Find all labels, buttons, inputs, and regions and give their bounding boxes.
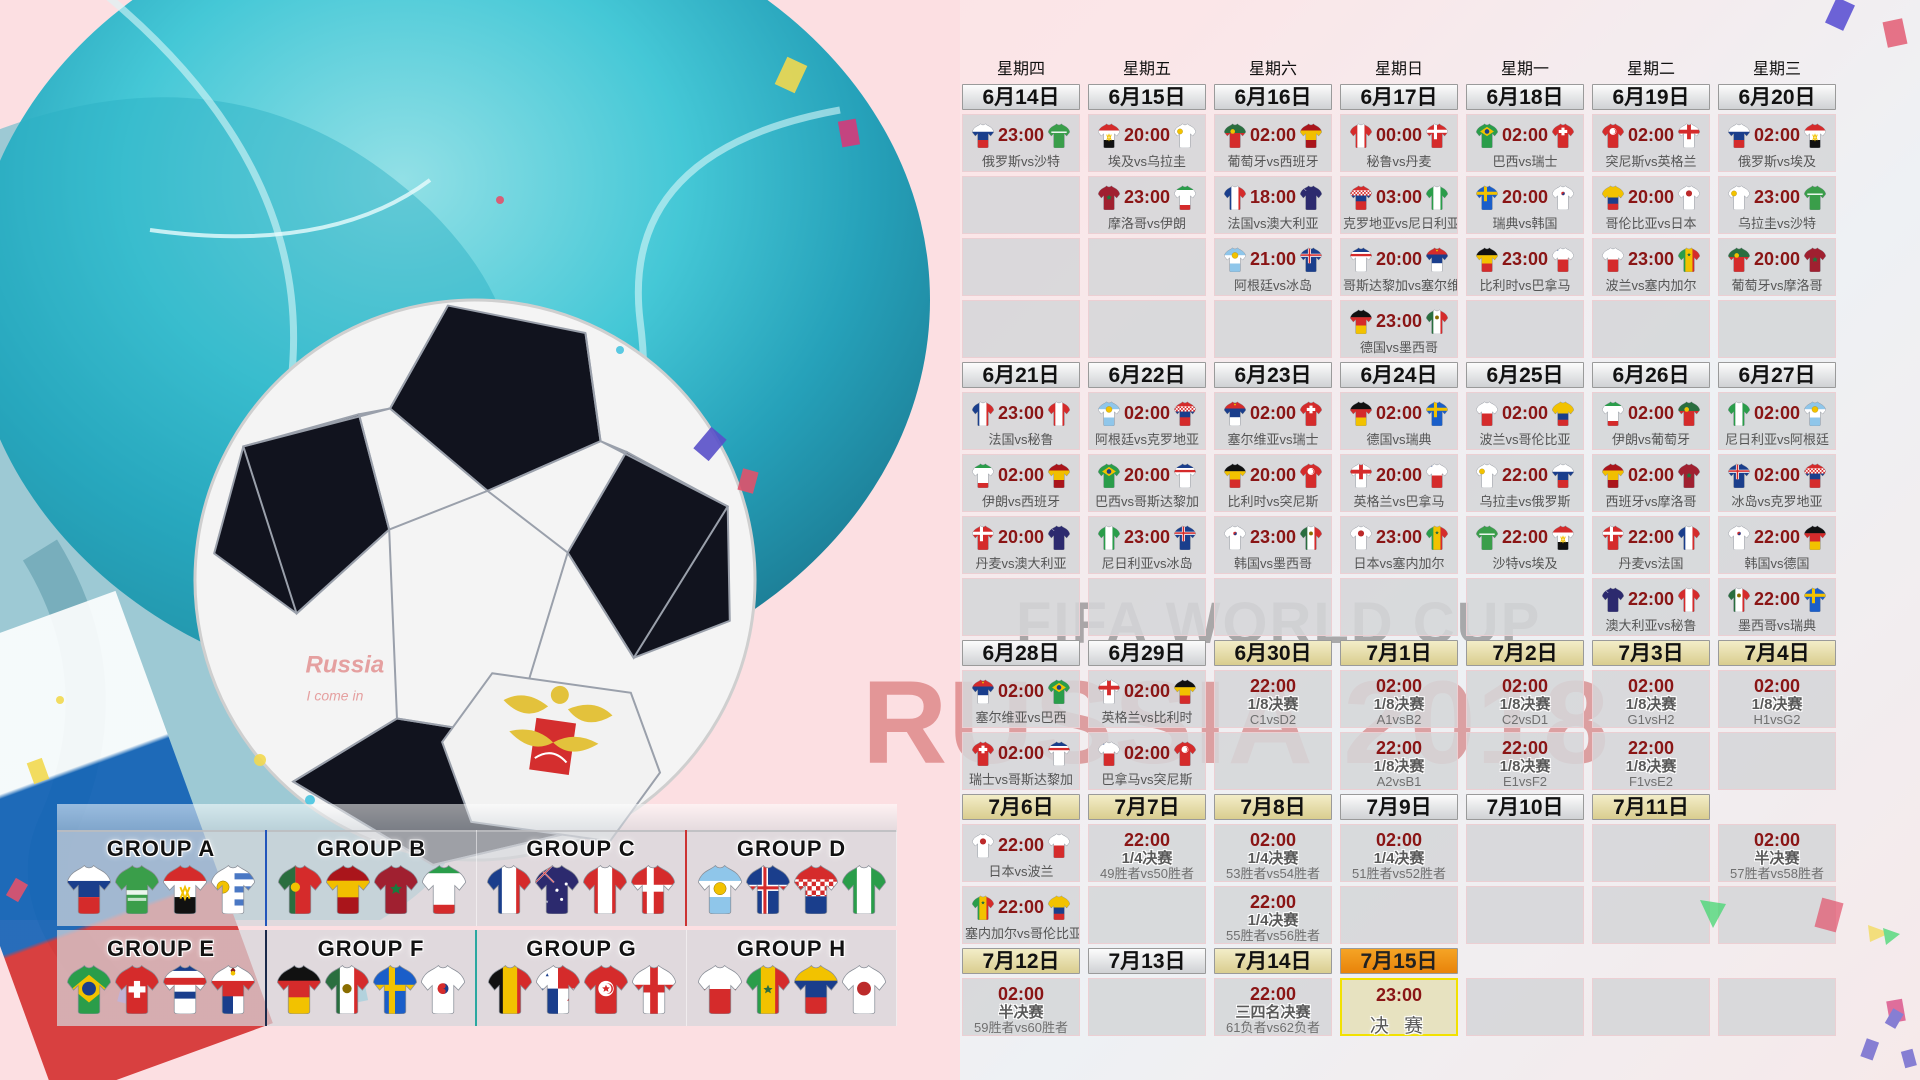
svg-text:Russia: Russia (306, 651, 385, 678)
svg-text:I come in: I come in (307, 688, 364, 704)
